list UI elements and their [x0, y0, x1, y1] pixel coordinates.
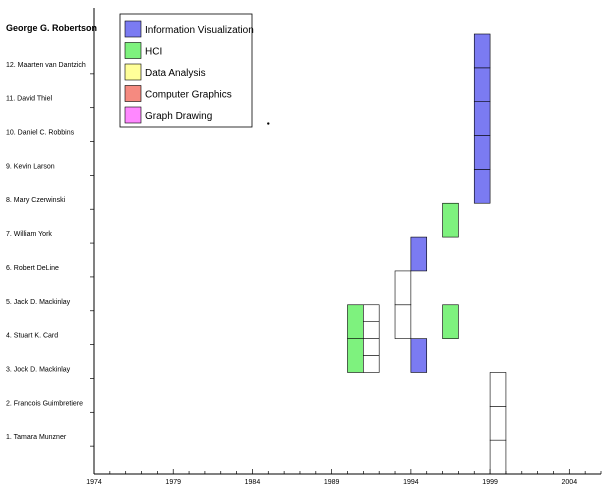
row-label: 1. Tamara Munzner	[6, 434, 67, 441]
row-label: 2. Francois Guimbretiere	[6, 400, 83, 407]
cell-layer	[347, 33, 507, 475]
timeline-cell	[442, 304, 459, 339]
timeline-cell	[347, 338, 364, 373]
timeline-cell	[363, 338, 380, 356]
timeline-cell	[363, 321, 380, 339]
legend-swatch	[124, 20, 142, 38]
x-tick-label: 1999	[482, 479, 498, 486]
timeline-cell	[473, 135, 491, 170]
timeline-cell	[410, 338, 428, 373]
timeline-cell	[489, 439, 507, 475]
legend-label: Graph Drawing	[145, 111, 212, 122]
timeline-cell	[473, 33, 491, 69]
x-tick-label: 1974	[86, 479, 102, 486]
row-label: 6. Robert DeLine	[6, 265, 59, 272]
x-tick-label: 1994	[403, 479, 419, 486]
row-label: 4. Stuart K. Card	[6, 333, 58, 340]
legend-label: Data Analysis	[145, 68, 206, 79]
row-label: 8. Mary Czerwinski	[6, 197, 66, 204]
timeline-cell	[473, 169, 491, 204]
x-tick-label: 1979	[165, 479, 181, 486]
timeline-cell	[442, 202, 459, 238]
x-tick-label: 1984	[245, 479, 261, 486]
row-label: 10. Daniel C. Robbins	[6, 130, 75, 137]
row-label: 3. Jock D. Mackinlay	[6, 366, 71, 373]
timeline-cell	[363, 304, 380, 322]
point-layer	[267, 122, 270, 125]
timeline-cell	[473, 67, 491, 102]
row-label: 12. Maarten van Dantzich	[6, 62, 86, 69]
axis-layer: 1974 1979 1984 1989 1994 1999 2004	[86, 8, 602, 486]
legend-box	[119, 13, 253, 128]
timeline-cell	[473, 101, 491, 136]
timeline-cell	[394, 304, 412, 339]
timeline-cell	[410, 236, 428, 272]
legend-swatch	[124, 42, 142, 59]
subject-label: George G. Robertson	[6, 23, 97, 33]
row-label-layer: 1. Tamara Munzner 2. Francois Guimbretier…	[6, 23, 97, 447]
row-label: 5. Jack D. Mackinlay	[6, 299, 71, 306]
legend: Information Visualization HCI Data Analysi…	[119, 13, 254, 128]
legend-label: HCI	[145, 47, 162, 58]
row-label: 7. William York	[6, 231, 52, 238]
legend-label: Information Visualization	[145, 25, 254, 36]
timeline-cell	[489, 372, 507, 407]
timeline-cell	[489, 406, 507, 441]
x-tick-label: 2004	[562, 479, 578, 486]
x-tick-label: 1989	[324, 479, 340, 486]
legend-swatch	[124, 63, 142, 81]
timeline-cell	[347, 304, 364, 339]
legend-swatch	[124, 85, 142, 102]
row-label: 11. David Thiel	[6, 96, 52, 103]
row-label: 9. Kevin Larson	[6, 163, 55, 170]
timeline-cell	[394, 270, 412, 306]
timeline-cell	[363, 355, 380, 373]
legend-swatch	[124, 106, 142, 124]
data-point	[267, 122, 270, 125]
legend-label: Computer Graphics	[145, 90, 232, 101]
